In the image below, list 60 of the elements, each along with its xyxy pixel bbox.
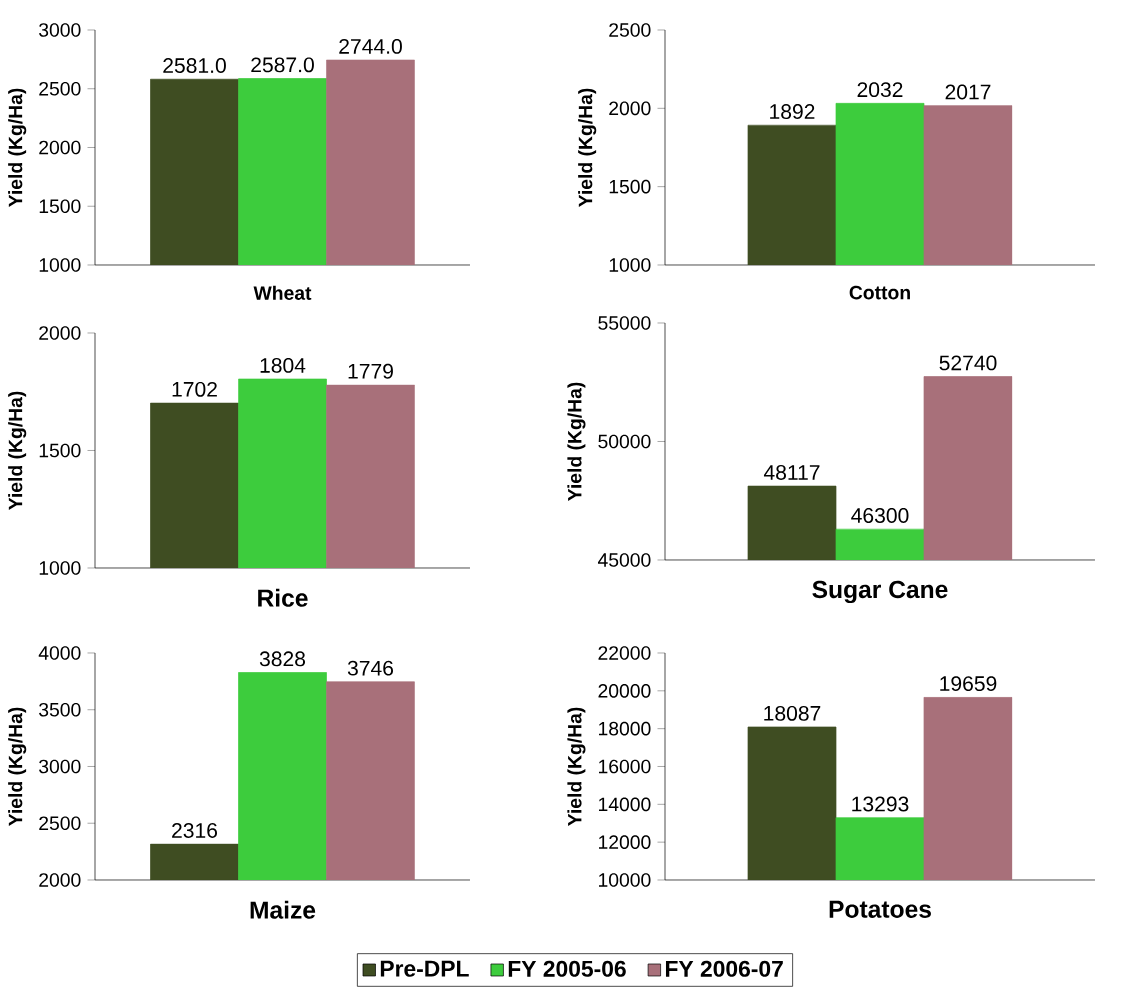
x-axis-title: Sugar Cane — [812, 580, 948, 604]
data-label: 52740 — [939, 355, 997, 371]
y-tick-label: 3000 — [39, 23, 81, 37]
y-axis-title: Yield (Kg/Ha) — [8, 707, 27, 826]
data-label: 1804 — [260, 357, 306, 373]
data-label: 19659 — [940, 676, 997, 692]
data-label: 2032 — [857, 82, 903, 98]
data-label: 2017 — [945, 84, 991, 100]
y-tick-label: 55000 — [598, 316, 651, 330]
y-tick-label: 1000 — [609, 258, 651, 272]
y-tick-label: 1500 — [609, 179, 651, 194]
y-tick-label: 12000 — [599, 835, 651, 849]
y-tick-label: 1500 — [39, 443, 81, 458]
y-tick-label: 2000 — [39, 140, 81, 155]
data-label: 3828 — [259, 651, 306, 667]
y-tick-label: 2500 — [39, 81, 81, 96]
data-label: 18087 — [764, 705, 821, 721]
y-tick-label: 2000 — [609, 101, 651, 116]
y-tick-label: 10000 — [599, 873, 651, 887]
data-label: 2744.0 — [339, 38, 402, 54]
data-label: 46300 — [851, 508, 909, 523]
y-tick-label: 1500 — [39, 199, 81, 214]
y-axis-title: Yield (Kg/Ha) — [8, 391, 27, 510]
y-tick-label: 14000 — [599, 797, 651, 812]
y-tick-label: 20000 — [598, 684, 651, 698]
y-tick-label: 2000 — [39, 326, 81, 340]
y-axis-title: Yield (Kg/Ha) — [8, 88, 27, 207]
y-axis-title: Yield (Kg/Ha) — [567, 707, 586, 826]
data-label: 2587.0 — [251, 57, 314, 73]
data-label: 1779 — [348, 363, 393, 379]
y-tick-label: 16000 — [599, 759, 651, 774]
y-tick-label: 3500 — [39, 702, 81, 717]
y-tick-label: 22000 — [598, 646, 651, 660]
y-tick-label: 4000 — [38, 646, 81, 660]
x-axis-title: Potatoes — [829, 900, 931, 918]
legend-label: FY 2005-06 — [508, 960, 626, 977]
y-tick-label: 3000 — [39, 759, 81, 774]
y-tick-label: 2500 — [609, 23, 651, 37]
x-axis-title: Rice — [258, 588, 308, 607]
y-tick-label: 2500 — [39, 816, 81, 831]
y-tick-label: 1000 — [39, 561, 81, 575]
data-label: 3746 — [347, 660, 394, 676]
y-tick-label: 50000 — [598, 434, 651, 449]
data-label: 13293 — [852, 796, 909, 812]
y-tick-label: 45000 — [597, 553, 651, 567]
y-tick-label: 1000 — [39, 258, 81, 272]
y-tick-label: 2000 — [39, 873, 81, 887]
y-axis-title: Yield (Kg/Ha) — [567, 382, 586, 501]
legend-label: Pre-DPL — [380, 960, 469, 977]
y-axis-title: Yield (Kg/Ha) — [578, 88, 597, 207]
data-label: 48117 — [763, 464, 820, 480]
x-axis-title: Wheat — [253, 285, 312, 300]
data-label: 2316 — [172, 822, 218, 838]
data-label: 1702 — [172, 381, 217, 397]
legend-label: FY 2006-07 — [665, 960, 783, 977]
x-axis-title: Cotton — [849, 285, 910, 300]
data-label: 2581.0 — [163, 58, 226, 73]
y-tick-label: 18000 — [599, 721, 651, 736]
data-label: 1892 — [770, 104, 815, 120]
x-axis-title: Maize — [250, 900, 316, 919]
